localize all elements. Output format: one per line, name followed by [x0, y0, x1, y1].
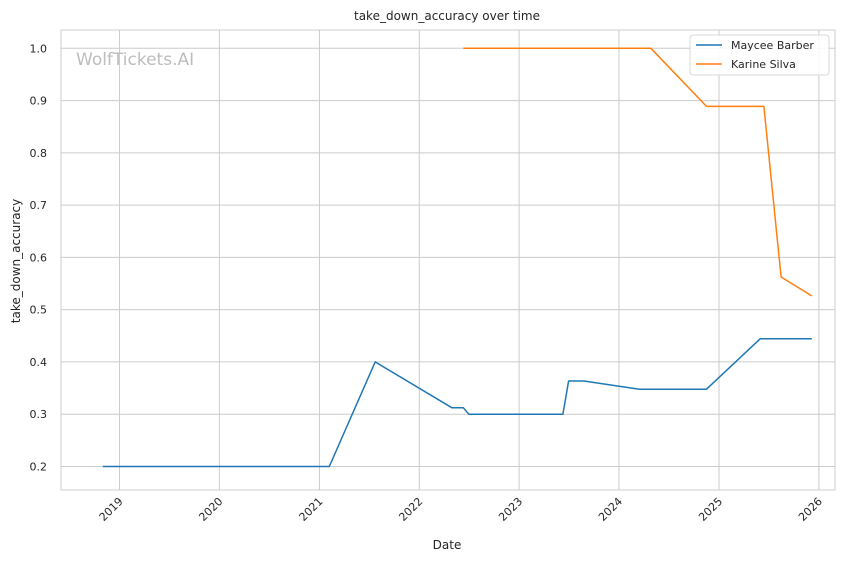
y-tick-label: 0.8 [30, 147, 48, 160]
y-tick-label: 0.5 [30, 304, 48, 317]
legend-label: Karine Silva [731, 58, 796, 71]
y-tick-label: 0.7 [30, 199, 48, 212]
watermark: WolfTickets.AI [76, 50, 194, 70]
y-tick-label: 0.4 [30, 356, 48, 369]
chart-title: take_down_accuracy over time [354, 9, 540, 23]
y-tick-label: 0.2 [30, 460, 48, 473]
y-tick-label: 0.6 [30, 251, 48, 264]
legend-box [689, 34, 830, 76]
y-axis-title: take_down_accuracy [9, 199, 23, 323]
plot-border [60, 29, 836, 491]
x-axis-title: Date [433, 538, 462, 552]
series-line-karine-silva [463, 47, 813, 297]
y-tick-label: 0.9 [30, 95, 48, 108]
y-axis-ticks: 0.2 0.3 0.4 0.5 0.6 0.7 0.8 0.9 1.0 [30, 42, 48, 473]
series-lines [102, 47, 813, 468]
legend-label: Maycee Barber [731, 39, 814, 52]
y-tick-label: 1.0 [30, 42, 48, 55]
grid [61, 30, 835, 490]
y-tick-label: 0.3 [30, 408, 48, 421]
series-line-maycee-barber [102, 337, 812, 468]
legend: Maycee Barber Karine Silva [689, 34, 830, 76]
plot-frame [60, 29, 836, 491]
